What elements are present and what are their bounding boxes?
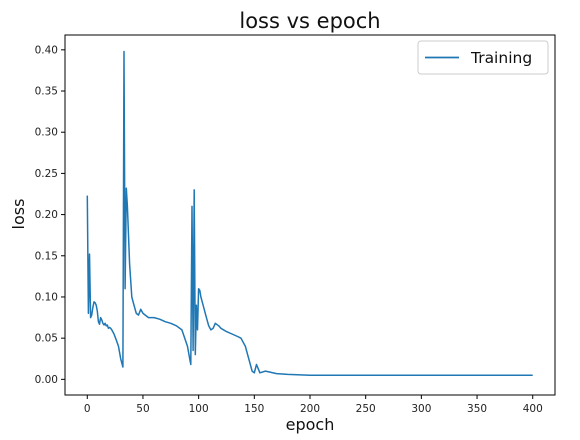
x-tick-label: 400 bbox=[523, 403, 543, 415]
x-tick-label: 150 bbox=[244, 403, 264, 415]
y-tick-label: 0.30 bbox=[35, 127, 58, 139]
series-line-training bbox=[87, 52, 532, 376]
x-tick-label: 300 bbox=[411, 403, 431, 415]
legend-label-training: Training bbox=[470, 49, 532, 67]
chart-title: loss vs epoch bbox=[239, 9, 380, 33]
y-tick-label: 0.25 bbox=[35, 168, 58, 180]
y-axis: 0.00 0.05 0.10 0.15 0.20 0.25 0.30 0.35 0.40 bbox=[35, 44, 65, 386]
x-axis-label: epoch bbox=[286, 415, 335, 434]
y-tick-label: 0.20 bbox=[35, 209, 58, 221]
plot-area bbox=[87, 52, 532, 376]
y-tick-label: 0.40 bbox=[35, 44, 58, 56]
x-tick-label: 200 bbox=[300, 403, 320, 415]
x-tick-label: 250 bbox=[356, 403, 376, 415]
x-tick-label: 100 bbox=[189, 403, 209, 415]
y-tick-label: 0.05 bbox=[35, 333, 58, 345]
x-tick-label: 0 bbox=[84, 403, 91, 415]
y-tick-label: 0.35 bbox=[35, 86, 58, 98]
y-tick-label: 0.15 bbox=[35, 250, 58, 262]
x-tick-label: 50 bbox=[136, 403, 149, 415]
x-tick-label: 350 bbox=[467, 403, 487, 415]
y-axis-label: loss bbox=[9, 199, 28, 230]
x-axis: 0 50 100 150 200 250 300 350 400 bbox=[84, 395, 543, 415]
y-tick-label: 0.10 bbox=[35, 291, 58, 303]
y-tick-label: 0.00 bbox=[35, 374, 58, 386]
legend: Training bbox=[418, 41, 548, 74]
axes-frame bbox=[65, 35, 555, 395]
